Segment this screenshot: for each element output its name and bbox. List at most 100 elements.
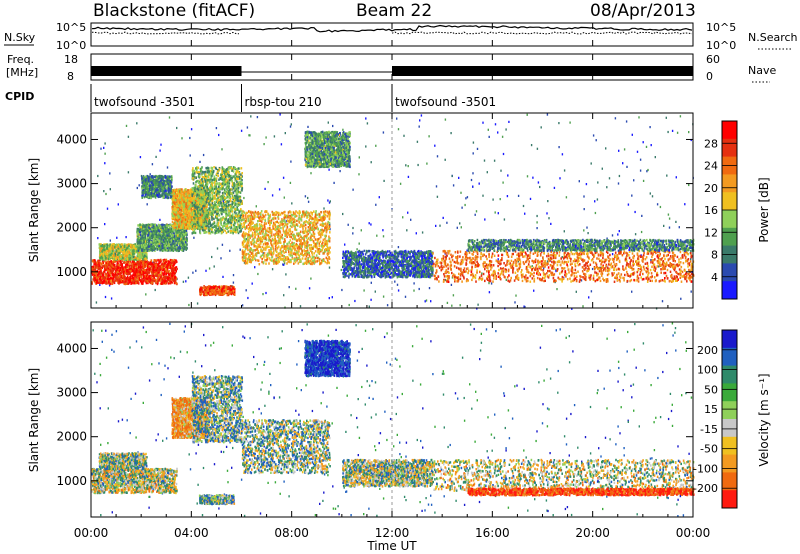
scatter-point bbox=[561, 153, 564, 156]
scatter-point bbox=[146, 231, 149, 235]
scatter-point bbox=[159, 218, 161, 221]
scatter-point bbox=[146, 260, 148, 263]
scatter-point bbox=[163, 239, 166, 242]
scatter-point bbox=[121, 263, 123, 266]
scatter-point bbox=[101, 246, 104, 249]
scatter-point bbox=[126, 280, 128, 283]
scatter-point bbox=[143, 252, 145, 255]
scatter-point bbox=[99, 252, 101, 255]
scatter-point bbox=[101, 261, 104, 264]
scatter-point bbox=[591, 267, 594, 271]
scatter-point bbox=[134, 265, 137, 268]
scatter-point bbox=[155, 267, 158, 270]
scatter-point bbox=[111, 280, 114, 283]
scatter-point bbox=[145, 229, 147, 233]
scatter-point bbox=[128, 243, 130, 246]
scatter-point bbox=[123, 271, 126, 274]
scatter-point bbox=[159, 248, 162, 252]
scatter-point bbox=[178, 239, 181, 242]
scatter-point bbox=[222, 275, 224, 278]
scatter-point bbox=[599, 266, 601, 269]
scatter-point bbox=[675, 176, 677, 179]
scatter-point bbox=[144, 264, 146, 267]
scatter-point bbox=[108, 271, 111, 274]
scatter-point bbox=[611, 253, 614, 256]
scatter-point bbox=[690, 138, 692, 142]
scatter-point bbox=[144, 257, 147, 260]
scatter-point bbox=[100, 252, 103, 256]
scatter-point bbox=[283, 294, 285, 297]
scatter-point bbox=[170, 229, 173, 232]
scatter-point bbox=[165, 281, 168, 285]
scatter-point bbox=[134, 272, 136, 275]
scatter-point bbox=[115, 249, 117, 252]
scatter-point bbox=[368, 305, 370, 308]
scatter-point bbox=[396, 117, 398, 120]
scatter-point bbox=[125, 262, 128, 265]
scatter-point bbox=[173, 262, 176, 265]
scatter-point bbox=[211, 255, 213, 259]
scatter-point bbox=[102, 254, 104, 258]
scatter-point bbox=[245, 289, 247, 292]
scatter-point bbox=[98, 262, 100, 265]
scatter-point bbox=[582, 305, 584, 308]
scatter-point bbox=[164, 244, 166, 247]
scatter-point bbox=[173, 272, 176, 275]
scatter-point bbox=[282, 176, 285, 179]
scatter-point bbox=[477, 303, 479, 306]
scatter-point bbox=[277, 256, 279, 260]
scatter-point bbox=[131, 274, 134, 278]
scatter-point bbox=[109, 245, 112, 248]
scatter-point bbox=[137, 264, 140, 267]
scatter-point bbox=[126, 255, 128, 258]
scatter-point bbox=[123, 281, 126, 284]
scatter-point bbox=[135, 247, 138, 250]
scatter-point bbox=[165, 275, 167, 278]
scatter-point bbox=[183, 230, 185, 233]
scatter-point bbox=[148, 267, 150, 271]
scatter-point bbox=[144, 225, 146, 228]
scatter-point bbox=[110, 265, 112, 269]
scatter-point bbox=[159, 232, 162, 235]
scatter-point bbox=[146, 273, 149, 276]
scatter-point bbox=[139, 225, 141, 229]
scatter-point bbox=[264, 187, 266, 190]
scatter-point bbox=[417, 163, 419, 167]
scatter-point bbox=[174, 272, 177, 275]
scatter-point bbox=[119, 249, 121, 252]
scatter-point bbox=[166, 249, 168, 252]
scatter-point bbox=[103, 270, 106, 273]
scatter-point bbox=[143, 269, 146, 272]
scatter-point bbox=[245, 238, 248, 241]
scatter-point bbox=[138, 256, 140, 259]
scatter-point bbox=[537, 181, 540, 184]
scatter-point bbox=[530, 144, 533, 147]
scatter-point bbox=[163, 260, 166, 263]
scatter-point bbox=[94, 280, 96, 284]
scatter-point bbox=[121, 275, 124, 278]
scatter-point bbox=[137, 279, 140, 283]
scatter-point bbox=[125, 247, 128, 250]
scatter-point bbox=[627, 203, 630, 206]
scatter-point bbox=[502, 152, 505, 156]
scatter-point bbox=[229, 249, 231, 252]
scatter-point bbox=[497, 131, 499, 134]
scatter-point bbox=[164, 277, 167, 280]
scatter-point bbox=[138, 244, 140, 247]
scatter-point bbox=[167, 261, 169, 265]
scatter-point bbox=[142, 260, 144, 264]
scatter-point bbox=[307, 200, 310, 203]
scatter-point bbox=[130, 264, 133, 268]
scatter-point bbox=[127, 261, 129, 264]
scatter-point bbox=[124, 254, 127, 257]
scatter-point bbox=[249, 134, 251, 137]
scatter-point bbox=[507, 174, 509, 177]
scatter-point bbox=[307, 196, 309, 200]
scatter-point bbox=[171, 272, 173, 275]
scatter-point bbox=[640, 254, 642, 257]
scatter-point bbox=[139, 233, 142, 237]
scatter-point bbox=[151, 274, 153, 277]
scatter-point bbox=[663, 224, 665, 227]
scatter-point bbox=[100, 243, 102, 246]
scatter-point bbox=[304, 195, 307, 198]
